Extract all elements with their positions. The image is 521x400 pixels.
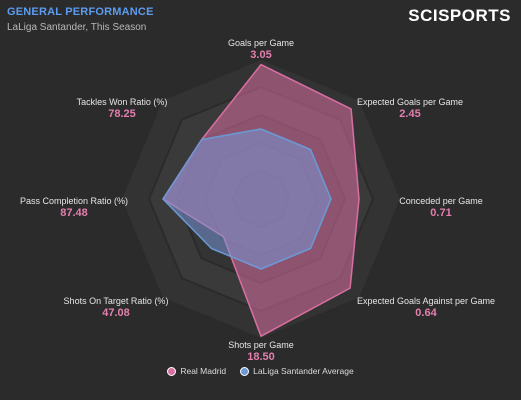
axis-label-expected-goals-per-game: Expected Goals per Game: [356, 97, 464, 107]
axis-value-shots-on-target-ratio: 47.08: [102, 307, 130, 319]
axis-value-shots-per-game: 18.50: [247, 351, 275, 363]
legend-item-real-madrid: Real Madrid: [167, 366, 226, 376]
legend-swatch-laliga-average: [240, 366, 250, 376]
legend-item-laliga-average: LaLiga Santander Average: [240, 366, 354, 376]
axis-value-expected-goals-against-per-game: 0.64: [415, 307, 437, 319]
axis-label-expected-goals-against-per-game: Expected Goals Against per Game: [356, 296, 496, 306]
scisports-logo: SCISPORTS: [408, 6, 511, 25]
axis-label-conceded-per-game: Conceded per Game: [399, 196, 483, 206]
legend-label-laliga-average: LaLiga Santander Average: [253, 366, 354, 376]
legend-swatch-real-madrid: [167, 366, 177, 376]
axis-value-expected-goals-per-game: 2.45: [399, 108, 421, 120]
axis-label-tackles-won-ratio: Tackles Won Ratio (%): [76, 97, 168, 107]
axis-label-goals-per-game: Goals per Game: [227, 38, 295, 48]
axis-value-tackles-won-ratio: 78.25: [108, 108, 136, 120]
axis-value-pass-completion-ratio: 87.48: [60, 207, 88, 219]
legend-label-real-madrid: Real Madrid: [180, 366, 227, 376]
chart-subtitle: LaLiga Santander, This Season: [7, 22, 147, 33]
legend: Real Madrid LaLiga Santander Average: [0, 366, 521, 376]
chart-title: GENERAL PERFORMANCE: [7, 6, 154, 18]
axis-label-shots-on-target-ratio: Shots On Target Ratio (%): [63, 296, 169, 306]
axis-value-goals-per-game: 3.05: [250, 49, 272, 61]
series-polygon-laliga-santander-average: [162, 128, 332, 270]
axis-value-conceded-per-game: 0.71: [430, 207, 452, 219]
axis-label-pass-completion-ratio: Pass Completion Ratio (%): [19, 196, 129, 206]
axis-label-shots-per-game: Shots per Game: [228, 340, 294, 350]
